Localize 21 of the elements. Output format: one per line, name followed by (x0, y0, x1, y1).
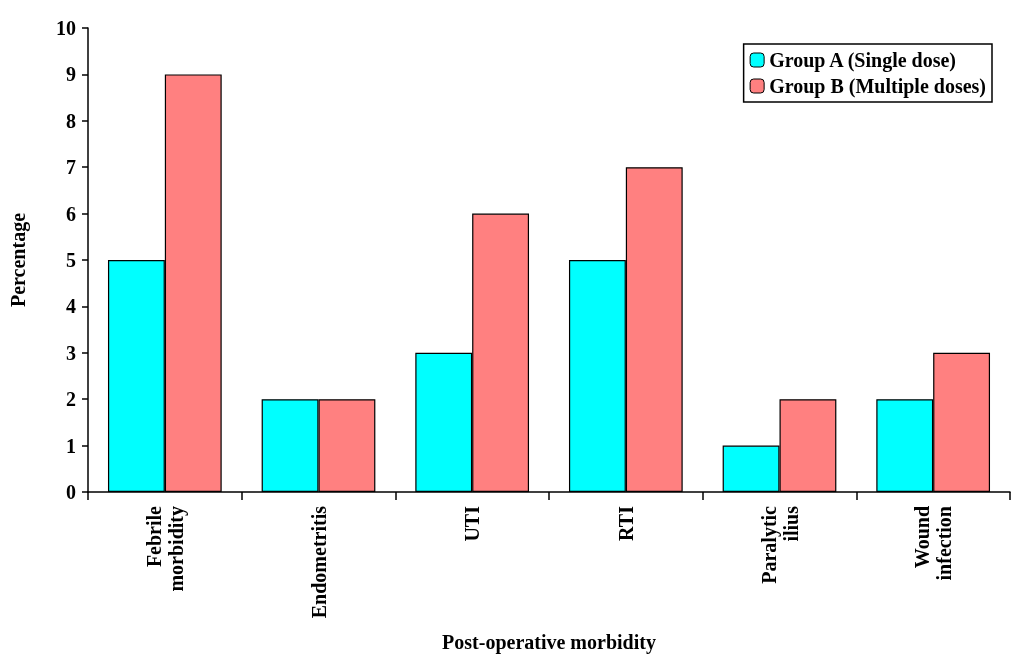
y-tick-label: 8 (66, 109, 76, 132)
x-tick-label: UTI (461, 505, 484, 542)
y-tick-label: 3 (66, 341, 76, 364)
y-tick-label: 9 (66, 63, 76, 86)
y-tick-label: 5 (66, 249, 76, 271)
y-axis-title: Percentage (7, 212, 30, 308)
x-tick-label: Paralytic ilius (757, 505, 802, 584)
x-tick-label: RTI (614, 505, 637, 541)
y-tick-label: 10 (56, 17, 76, 39)
y-tick-label: 6 (66, 202, 76, 225)
x-tick-label: Endometritis (307, 505, 330, 619)
y-tick-label: 4 (66, 295, 76, 318)
legend-label: Group B (Multiple doses) (769, 75, 986, 98)
y-tick-label: 7 (66, 156, 76, 179)
x-tick-label: Wound infection (911, 506, 956, 581)
x-axis-title: Post-operative morbidity (442, 631, 656, 654)
legend-label: Group A (Single dose) (769, 49, 957, 72)
y-tick-label: 2 (66, 388, 76, 411)
x-tick-label: Febrile morbidity (142, 505, 188, 592)
y-tick-label: 1 (66, 434, 76, 457)
y-tick-label: 0 (66, 481, 76, 503)
